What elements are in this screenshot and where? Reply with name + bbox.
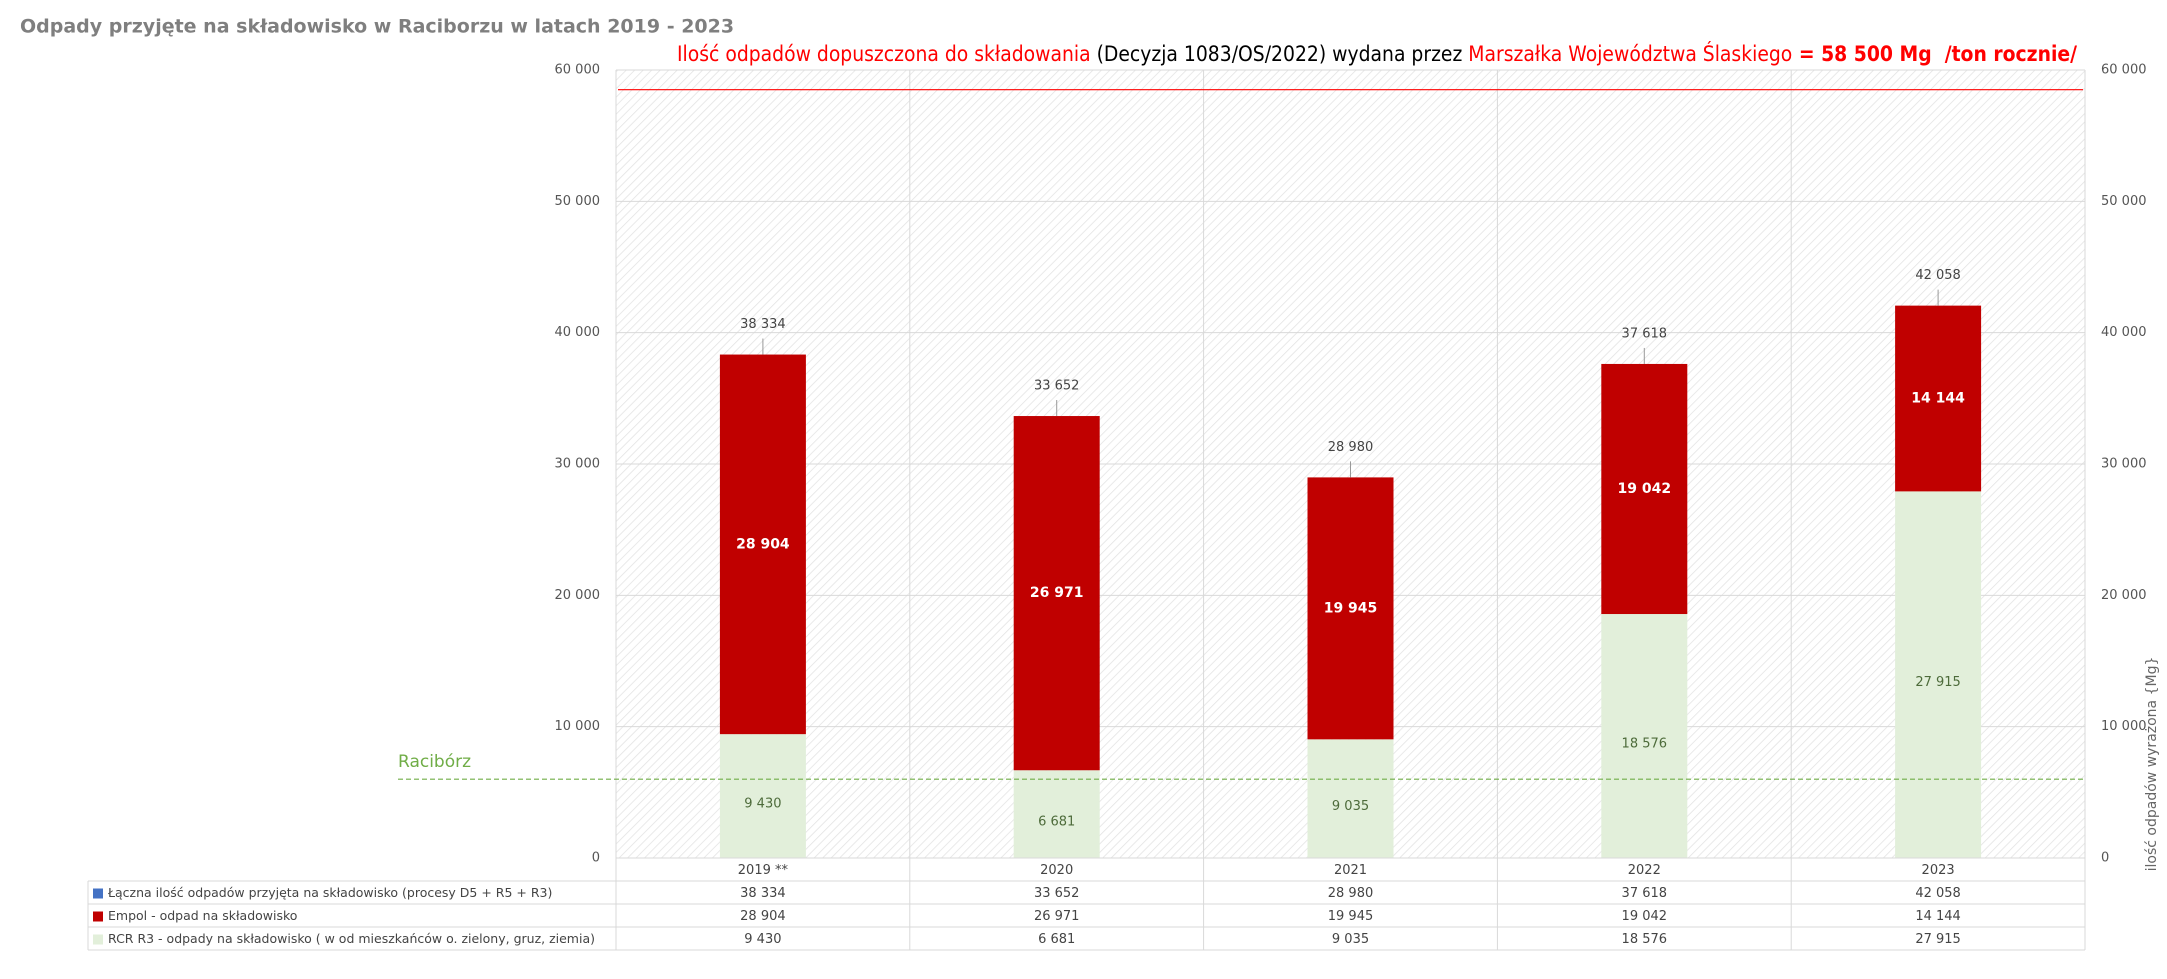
data-label: 27 915 bbox=[1915, 675, 1961, 690]
bar-segment bbox=[1307, 739, 1394, 858]
bar-segment bbox=[1601, 363, 1688, 615]
table-cell: 38 334 bbox=[740, 886, 786, 901]
bar-segment bbox=[1013, 770, 1100, 858]
bar-segment bbox=[1895, 305, 1982, 492]
table-cell: 9 430 bbox=[744, 932, 781, 947]
annotation: Ilość odpadów dopuszczona do składowania… bbox=[677, 41, 2077, 66]
y2-tick-label: 0 bbox=[2101, 851, 2109, 866]
bar-segment bbox=[1601, 614, 1688, 858]
table-cell: 42 058 bbox=[1915, 886, 1961, 901]
y2-tick-label: 20 000 bbox=[2101, 588, 2147, 603]
table-cell: 14 144 bbox=[1915, 909, 1961, 924]
annotation-part: (Decyzja 1083/OS/2022) wydana przez bbox=[1091, 42, 1469, 66]
table-cell: 18 576 bbox=[1622, 932, 1668, 947]
bar-segment bbox=[1013, 416, 1100, 771]
table-cell: 19 042 bbox=[1622, 909, 1668, 924]
total-label: 37 618 bbox=[1622, 326, 1668, 341]
data-label: 18 576 bbox=[1622, 737, 1668, 752]
y-tick-label: 10 000 bbox=[555, 719, 601, 734]
y2-tick-label: 40 000 bbox=[2101, 325, 2147, 340]
annotation-part: = 58 500 Mg /ton rocznie/ bbox=[1792, 42, 2077, 66]
reference-label: Racibórz bbox=[398, 752, 471, 772]
legend-swatch bbox=[93, 911, 103, 922]
y-tick-label: 0 bbox=[592, 851, 600, 866]
table-cell: 6 681 bbox=[1038, 932, 1075, 947]
y-tick-label: 20 000 bbox=[555, 588, 601, 603]
y-tick-label: 40 000 bbox=[555, 325, 601, 340]
x-tick-label: 2019 ** bbox=[738, 863, 789, 878]
total-label: 38 334 bbox=[740, 317, 786, 332]
data-label: 9 035 bbox=[1332, 799, 1369, 814]
bar-segment bbox=[1307, 477, 1394, 740]
total-label: 33 652 bbox=[1034, 379, 1080, 394]
table-cell: 9 035 bbox=[1332, 932, 1369, 947]
table-cell: 19 945 bbox=[1328, 909, 1374, 924]
x-tick-label: 2021 bbox=[1334, 863, 1367, 878]
data-label: 14 144 bbox=[1911, 391, 1965, 407]
data-label: 26 971 bbox=[1030, 585, 1084, 601]
data-label: 6 681 bbox=[1038, 815, 1075, 830]
table-cell: 28 980 bbox=[1328, 886, 1374, 901]
chart-title: Odpady przyjęte na składowisko w Racibor… bbox=[20, 16, 734, 38]
annotation-part: Marszałka Województwa Ślaskiego bbox=[1468, 41, 1792, 66]
y-tick-label: 60 000 bbox=[555, 63, 601, 78]
x-tick-label: 2023 bbox=[1922, 863, 1955, 878]
y2-tick-label: 50 000 bbox=[2101, 194, 2147, 209]
y2-tick-label: 60 000 bbox=[2101, 63, 2147, 78]
table-cell: 28 904 bbox=[740, 909, 786, 924]
bar-segment bbox=[719, 354, 806, 735]
legend-label: Empol - odpad na składowisko bbox=[108, 908, 297, 923]
legend-label: Łączna ilość odpadów przyjęta na składow… bbox=[107, 885, 552, 900]
bar-segment bbox=[1895, 491, 1982, 858]
x-tick-label: 2022 bbox=[1628, 863, 1661, 878]
x-tick-label: 2020 bbox=[1040, 863, 1073, 878]
bar-segment bbox=[719, 734, 806, 858]
table-cell: 33 652 bbox=[1034, 886, 1080, 901]
annotation-part: Ilość odpadów dopuszczona do składowania bbox=[677, 42, 1091, 66]
data-label: 28 904 bbox=[736, 536, 790, 552]
y-tick-label: 50 000 bbox=[555, 194, 601, 209]
legend-swatch bbox=[93, 934, 103, 945]
legend-label: RCR R3 - odpady na składowisko ( w od mi… bbox=[108, 931, 595, 946]
data-label: 9 430 bbox=[744, 797, 781, 812]
y2-tick-label: 10 000 bbox=[2101, 719, 2147, 734]
table-cell: 26 971 bbox=[1034, 909, 1080, 924]
y2-axis-label: ilość odpadów wyrażona {Mg} bbox=[2144, 657, 2160, 872]
data-label: 19 042 bbox=[1618, 481, 1672, 497]
table-cell: 27 915 bbox=[1915, 932, 1961, 947]
total-label: 42 058 bbox=[1915, 268, 1961, 283]
data-label: 19 945 bbox=[1324, 600, 1378, 616]
table-cell: 37 618 bbox=[1622, 886, 1668, 901]
total-label: 28 980 bbox=[1328, 440, 1374, 455]
y2-tick-label: 30 000 bbox=[2101, 457, 2147, 472]
legend-swatch bbox=[93, 888, 103, 899]
y-tick-label: 30 000 bbox=[555, 457, 601, 472]
